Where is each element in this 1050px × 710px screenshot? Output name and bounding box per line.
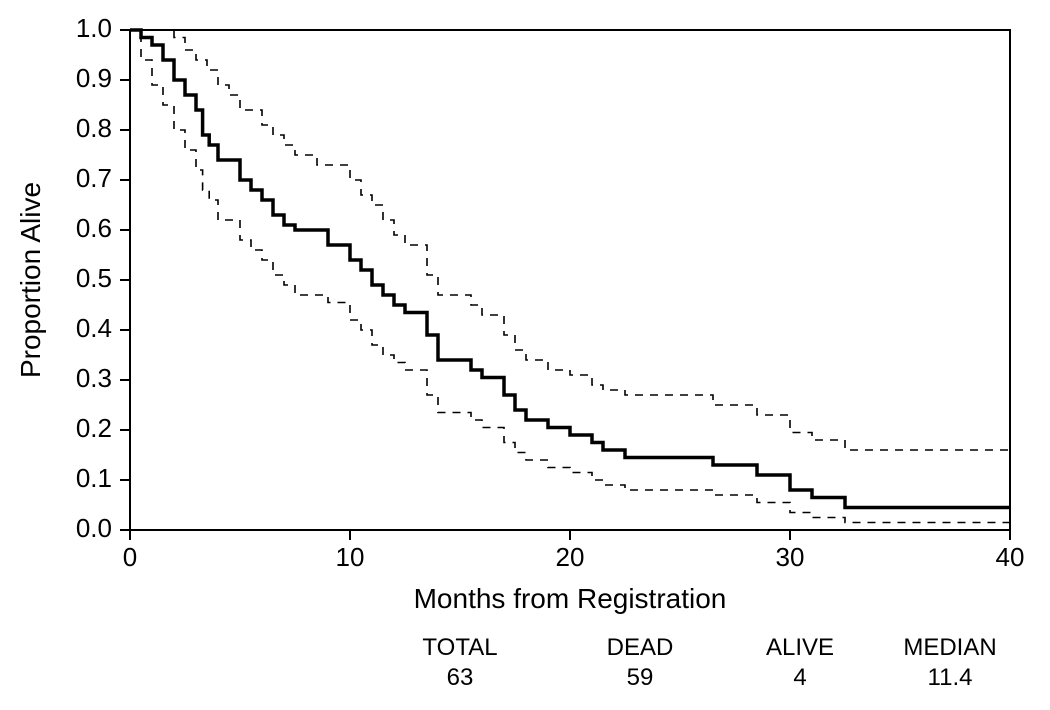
y-tick-label: 0.9 [76,63,112,93]
summary-label: DEAD [607,634,674,661]
summary-value: 4 [793,664,806,691]
y-tick-label: 0.2 [76,413,112,443]
x-tick-label: 30 [776,542,805,572]
upper-ci-curve [130,30,1010,450]
summary-value: 59 [627,664,654,691]
summary-label: ALIVE [766,634,834,661]
plot-frame [130,30,1010,530]
summary-label: MEDIAN [903,634,996,661]
y-tick-label: 0.6 [76,213,112,243]
y-axis-label: Proportion Alive [15,182,46,378]
x-tick-label: 20 [556,542,585,572]
summary-value: 63 [447,664,474,691]
y-tick-label: 1.0 [76,13,112,43]
summary-value: 11.4 [928,664,973,691]
survival-plot: 0.0 0.1 0.2 0.3 0.4 0.5 0.6 0.7 0.8 0.9 1.0 0 10 20 30… [0,0,1050,710]
chart-svg: 0.0 0.1 0.2 0.3 0.4 0.5 0.6 0.7 0.8 0.9 1.0 0 10 20 30… [0,0,1050,710]
x-axis-label: Months from Registration [414,583,727,614]
survival-curve [130,30,1010,508]
y-tick-label: 0.5 [76,263,112,293]
x-tick-label: 10 [336,542,365,572]
x-tick-label: 40 [996,542,1025,572]
y-tick-label: 0.8 [76,113,112,143]
y-tick-label: 0.7 [76,163,112,193]
y-tick-label: 0.1 [76,463,112,493]
y-tick-label: 0.4 [76,313,112,343]
y-tick-label: 0.0 [76,513,112,543]
x-tick-label: 0 [123,542,137,572]
summary-label: TOTAL [422,634,497,661]
y-tick-label: 0.3 [76,363,112,393]
lower-ci-curve [130,30,1010,523]
